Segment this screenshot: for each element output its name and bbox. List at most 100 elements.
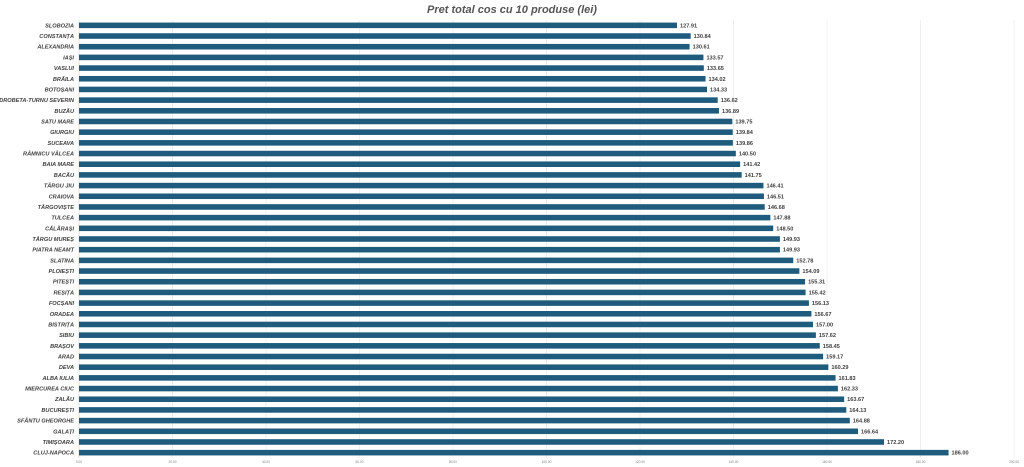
bar <box>79 172 742 178</box>
x-tick-label: 0.00 <box>76 460 82 464</box>
category-label: ARAD <box>57 355 74 361</box>
data-label: 152.78 <box>796 258 813 264</box>
bar <box>79 193 764 200</box>
category-label: BAIA MARE <box>43 162 75 168</box>
bar <box>79 396 845 403</box>
bar <box>79 161 741 167</box>
bar <box>79 353 824 360</box>
data-label: 149.93 <box>783 248 800 254</box>
category-label: PITEȘTI <box>53 280 75 286</box>
data-label: 162.33 <box>841 387 858 393</box>
bar <box>79 289 806 296</box>
data-label: 164.88 <box>853 419 870 425</box>
category-label: REȘIȚA <box>53 290 74 296</box>
data-label: 146.51 <box>767 194 784 200</box>
data-label: 133.65 <box>707 66 724 72</box>
x-tick-label: 100.00 <box>542 460 552 464</box>
category-label: DEVA <box>59 365 74 371</box>
category-label: FOCȘANI <box>49 301 75 307</box>
category-label: TULCEA <box>51 216 74 222</box>
category-label: TÂRGU MUREȘ <box>32 236 74 243</box>
x-tick-label: 160.00 <box>822 460 832 464</box>
data-label: 186.00 <box>952 451 969 457</box>
bar <box>79 65 704 71</box>
bar <box>79 321 813 328</box>
bar <box>79 140 733 146</box>
bar <box>79 118 733 125</box>
x-tick-label: 80.00 <box>449 460 457 464</box>
bar <box>79 246 780 253</box>
category-label: BRĂILA <box>53 76 74 83</box>
bar <box>79 278 806 285</box>
data-label: 134.02 <box>709 77 726 83</box>
bars-layer <box>79 22 949 456</box>
bar <box>79 449 949 456</box>
bar <box>79 428 859 435</box>
category-label: RÂMNICU VÂLCEA <box>23 151 74 158</box>
bar <box>79 22 677 29</box>
data-label: 172.20 <box>887 440 904 446</box>
bar <box>79 364 829 370</box>
category-label: ORADEA <box>50 312 74 318</box>
category-label: TÂRGU JIU <box>44 183 75 190</box>
category-label: VASLUI <box>54 66 75 72</box>
data-label: 163.67 <box>847 397 864 403</box>
bar <box>79 214 771 221</box>
data-label: 141.75 <box>745 173 762 179</box>
data-label: 146.68 <box>768 205 785 211</box>
x-tick-label: 200.00 <box>1009 460 1019 464</box>
bar <box>79 33 691 39</box>
data-label: 155.31 <box>808 280 825 286</box>
bar <box>79 257 794 264</box>
category-label: SFÂNTU GHEORGHE <box>17 418 74 425</box>
category-label: SIBIU <box>59 333 75 339</box>
category-label: IAȘI <box>63 55 74 61</box>
x-tick-label: 60.00 <box>356 460 364 464</box>
bar <box>79 417 850 424</box>
bar <box>79 54 704 61</box>
data-label: 156.67 <box>814 312 831 318</box>
bar <box>79 182 764 189</box>
bar <box>79 43 690 50</box>
bar <box>79 236 780 242</box>
data-label: 139.84 <box>736 130 754 136</box>
data-label: 157.00 <box>816 322 833 328</box>
bar <box>79 300 809 306</box>
category-label: BRAȘOV <box>50 344 75 350</box>
value-labels: 127.91 130.84 130.61 133.57 133.65 134.02 134.… <box>680 23 969 456</box>
category-label: MIERCUREA CIUC <box>25 387 75 393</box>
data-label: 149.93 <box>783 237 800 243</box>
category-label: BUCUREȘTI <box>41 408 74 414</box>
data-label: 134.33 <box>710 87 727 93</box>
category-label: PIATRA NEAMȚ <box>32 248 74 254</box>
data-label: 136.62 <box>721 98 738 104</box>
data-label: 139.75 <box>735 119 752 125</box>
chart-title: Pret total cos cu 10 produse (lei) <box>427 4 597 16</box>
category-label: CĂLĂRAȘI <box>45 225 74 232</box>
category-label: SLOBOZIA <box>45 23 74 29</box>
category-label: BUZĂU <box>54 108 75 115</box>
data-label: 158.45 <box>823 344 840 350</box>
data-label: 157.62 <box>819 333 836 339</box>
category-label: PLOIEȘTI <box>49 269 75 275</box>
bar <box>79 311 812 317</box>
data-label: 156.13 <box>812 301 829 307</box>
category-label: SUCEAVA <box>47 141 74 147</box>
category-label: BOTOȘANI <box>45 87 75 93</box>
data-label: 136.89 <box>722 109 739 115</box>
x-axis-ticks: 0.00 20.00 40.00 60.00 80.00 100.00 120.00 140.… <box>76 460 1019 464</box>
data-label: 139.86 <box>736 141 753 147</box>
bar <box>79 225 774 232</box>
data-label: 146.41 <box>766 184 783 190</box>
x-tick-label: 20.00 <box>169 460 177 464</box>
bar <box>79 439 885 445</box>
data-label: 164.13 <box>849 408 866 414</box>
data-label: 147.88 <box>773 216 790 222</box>
bar <box>79 407 847 413</box>
bar <box>79 332 816 338</box>
bar <box>79 375 836 381</box>
category-label: TÂRGOVIȘTE <box>38 204 75 211</box>
bar <box>79 75 706 82</box>
data-label: 141.42 <box>743 162 760 168</box>
